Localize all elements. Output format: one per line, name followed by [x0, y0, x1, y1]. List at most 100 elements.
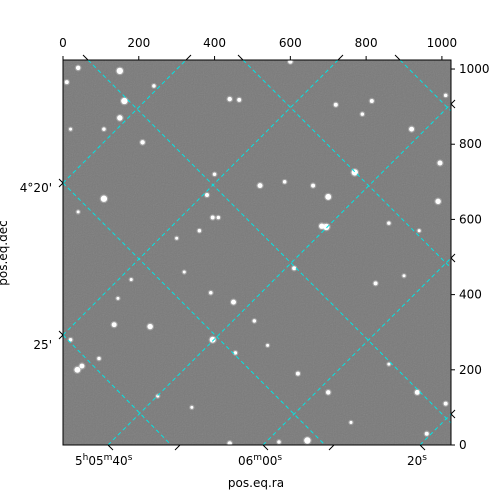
wcs-tick-11-b	[58, 334, 64, 340]
top-tick-label-5: 1000	[427, 36, 458, 50]
star-13	[437, 160, 443, 166]
top-tick-label-1: 200	[127, 36, 150, 50]
star-15	[140, 140, 145, 145]
dec-grid-line-2	[107, 103, 451, 445]
star-41	[209, 290, 213, 295]
star-50	[68, 337, 73, 342]
star-62	[349, 420, 353, 424]
star-43	[252, 319, 257, 323]
ra-grid-line-3	[242, 60, 451, 269]
star-38	[402, 274, 406, 278]
star-30	[197, 228, 202, 233]
star-39	[129, 278, 133, 282]
star-16	[102, 127, 106, 131]
star-64	[182, 270, 186, 274]
dec-grid-line-1	[63, 60, 339, 336]
star-2	[64, 80, 69, 85]
star-5	[152, 84, 156, 88]
star-6	[227, 96, 232, 102]
star-31	[323, 223, 330, 231]
ra-tick-label-1: 5h05m40s	[75, 453, 133, 468]
star-49	[97, 356, 101, 361]
star-10	[369, 98, 374, 103]
dec-grid-line-3	[262, 257, 451, 445]
right-tick-label-3: 600	[459, 212, 482, 226]
star-59	[277, 440, 281, 444]
top-tick-label-2: 400	[203, 36, 226, 50]
star-17	[69, 127, 73, 131]
star-20	[311, 183, 316, 188]
dec-grid-line-0	[63, 60, 187, 184]
right-axis-ticks: 0 200 400 600 800 1000	[451, 62, 490, 452]
dec-grid-line-4	[419, 413, 451, 445]
star-27	[76, 210, 80, 214]
world-coordinate-ticks	[58, 54, 456, 451]
star-57	[304, 437, 311, 444]
star-0	[116, 67, 124, 75]
wcs-tick-12-b	[450, 103, 456, 109]
wcs-tick-0	[82, 54, 89, 61]
wcs-tick-6	[174, 444, 181, 451]
ra-tick-label-2: 06m00s	[238, 453, 282, 468]
right-tick-label-2: 400	[459, 288, 482, 302]
ra-grid-line-2	[87, 60, 451, 424]
star-25	[100, 195, 108, 202]
wcs-tick-13-a	[450, 253, 456, 259]
star-46	[209, 336, 216, 343]
ra-tick-label-3: 20s	[407, 453, 427, 468]
star-52	[295, 371, 300, 376]
star-55	[387, 362, 391, 366]
star-23	[212, 172, 217, 177]
star-36	[292, 266, 297, 271]
wcs-tick-10-b	[58, 182, 64, 188]
wcs-tick-1	[185, 54, 192, 61]
star-53	[325, 390, 331, 395]
wcs-tick-4	[394, 54, 401, 61]
right-tick-label-1: 200	[459, 363, 482, 377]
star-21	[282, 180, 287, 184]
wcs-tick-12-a	[450, 99, 456, 105]
star-58	[227, 441, 232, 445]
right-tick-label-0: 0	[459, 438, 467, 452]
star-28	[210, 215, 215, 220]
top-tick-label-3: 600	[279, 36, 302, 50]
sky-image-noise	[63, 60, 451, 445]
wcs-tick-8	[328, 444, 335, 451]
star-40	[231, 299, 236, 305]
star-44	[147, 323, 153, 330]
plot-frame	[62, 59, 452, 446]
star-9	[333, 102, 338, 107]
wcs-tick-11-a	[58, 330, 64, 336]
star-26	[435, 198, 441, 205]
y-axis-label: pos.eq.dec	[0, 220, 10, 285]
wcs-tick-14-a	[450, 409, 456, 415]
star-48	[74, 366, 81, 373]
star-12	[409, 126, 415, 132]
star-7	[237, 97, 242, 102]
star-47	[79, 363, 85, 369]
star-field	[63, 60, 449, 445]
wcs-tick-14-b	[450, 413, 456, 419]
star-42	[116, 296, 120, 300]
wcs-tick-5	[107, 444, 114, 451]
dec-tick-label-2: 25'	[33, 338, 52, 352]
star-35	[175, 236, 179, 240]
star-29	[216, 215, 221, 220]
wcs-tick-3	[237, 54, 244, 61]
star-61	[190, 405, 194, 409]
star-14	[443, 93, 448, 98]
wcs-tick-2	[337, 54, 344, 61]
star-11	[360, 112, 365, 116]
star-24	[204, 192, 209, 197]
right-tick-label-5: 1000	[459, 62, 490, 76]
star-65	[266, 343, 270, 347]
star-54	[414, 389, 420, 395]
star-33	[387, 221, 391, 225]
star-22	[257, 183, 263, 189]
dec-tick-label-1: 4°20'	[20, 181, 52, 195]
wcs-tick-13-b	[450, 257, 456, 263]
star-19	[325, 193, 332, 200]
star-37	[373, 281, 378, 286]
wcs-tick-7	[262, 444, 269, 451]
